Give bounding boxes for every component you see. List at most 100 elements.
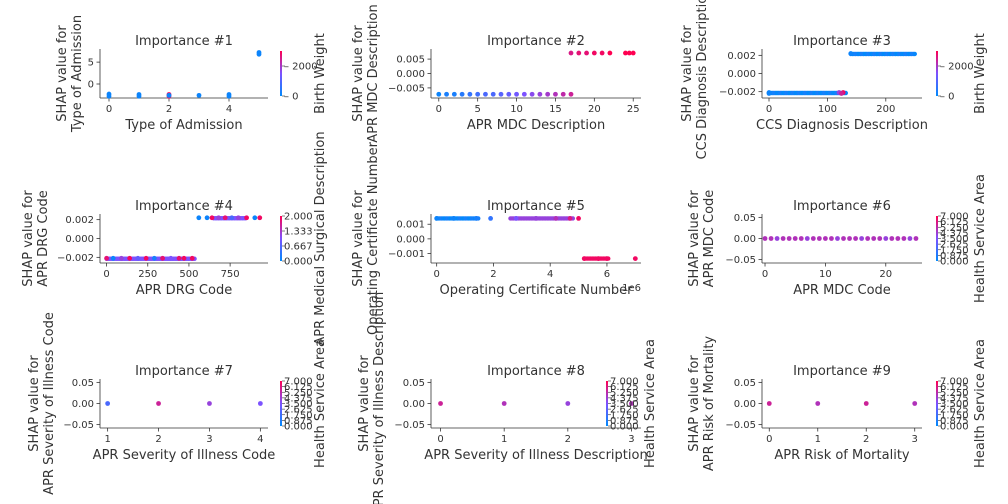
chart-title: Importance #1 [135,34,233,49]
data-point [529,91,535,97]
data-point [816,236,822,241]
colorbar-tick-label: 2.625 [610,405,639,416]
data-point [913,236,919,241]
y-tick-label: −0.05 [394,420,425,431]
x-axis-label: CCS Diagnosis Description [756,118,928,133]
data-point [576,50,582,56]
y-axis-label: SHAP value forAPR MDC Description [351,4,381,142]
colorbar-tick-label: – 0 [940,92,955,103]
data-point [451,91,457,97]
x-tick-label: 750 [221,269,240,280]
x-tick-label: 0 [437,434,443,445]
colorbar-tick-label: 4.375 [284,393,313,404]
y-axis-label: SHAP value forCCS Diagnosis Description [680,0,710,159]
x-tick-label: 0 [433,269,439,280]
data-point [839,91,844,96]
data-point [565,401,571,406]
colorbar-tick-label: 2.625 [284,405,313,416]
data-point [104,255,109,261]
x-tick-label: 0 [762,269,768,280]
y-tick-label: 0.00 [403,399,425,410]
data-point [768,236,774,241]
y-tick-label: −0.002 [719,87,756,98]
data-point [151,255,157,261]
data-point [912,401,918,406]
x-tick-label: 10 [510,104,523,115]
data-point [506,91,512,97]
x-axis-label: APR MDC Code [793,283,891,298]
data-point [196,215,202,221]
data-point [135,255,141,261]
data-point [766,91,772,96]
colorbar-tick-label: 1.750 [940,410,969,421]
x-axis-label: Type of Admission [124,118,242,133]
colorbar-tick-label: 0.000 [610,422,639,433]
colorbar-tick-label: 1.750 [610,410,639,421]
data-point [871,236,877,241]
colorbar-label: Health Service Area [643,339,658,468]
colorbar-tick-label: 7.000 [940,212,969,223]
data-point [774,236,780,241]
data-point [810,236,816,241]
data-point [501,401,507,406]
data-point [841,236,846,241]
chart-title: Importance #3 [793,34,891,49]
colorbar-label: Health Service Area [973,339,988,468]
colorbar [280,216,282,261]
data-point [222,215,228,221]
data-point [786,236,792,241]
data-point [568,50,574,56]
chart-title: Importance #6 [793,199,891,214]
y-tick-label: 0.000 [65,234,94,245]
data-point [176,255,182,261]
x-tick-label: 15 [549,104,562,115]
chart-panel-8: Importance #8 0 1 2 3 −0.05 0.00 0.05 APR Severi… [357,292,658,504]
y-axis-label: SHAP value forAPR Severity of Illness Co… [27,312,57,495]
data-point [244,215,249,221]
y-axis-label: SHAP value forOperating Certificate Numb… [351,141,381,335]
data-point [257,215,263,221]
colorbar-label: Birth Weight [313,33,328,114]
data-point [560,91,566,97]
chart-panel-5: Importance #5 0 2 4 6 −0.001 0.000 0.001 1e6Oper… [351,141,641,335]
colorbar-tick-label: 5.250 [940,388,969,399]
x-tick-label: 2 [166,104,172,115]
y-tick-label: 0.00 [734,234,756,245]
x-tick-label: 4 [257,434,263,445]
data-point [521,91,527,97]
data-point [436,91,442,97]
data-point [156,401,161,406]
data-point [119,255,124,261]
y-axis-label: SHAP value forAPR Risk of Mortality [687,336,717,472]
x-tick-label: 2 [155,434,161,445]
data-point [766,401,772,406]
data-point [581,256,587,262]
data-point [576,215,581,221]
data-point [136,93,142,99]
data-point [607,50,613,56]
x-tick-label: 100 [818,104,837,115]
x-offset-label: 1e6 [622,283,641,294]
x-axis-label: APR DRG Code [136,283,232,298]
data-point [513,215,519,221]
colorbar-tick-label: 2.625 [940,240,969,251]
data-point [822,236,828,241]
x-tick-label: 25 [627,104,640,115]
colorbar-tick-label: 2.625 [940,405,969,416]
x-tick-label: 2 [863,434,869,445]
y-axis-label: SHAP value forAPR MDC Code [687,190,717,288]
data-point [877,236,883,241]
colorbar-tick-label: – 2000 [940,62,974,73]
x-axis-label: Operating Certificate Number [439,283,633,298]
x-axis-label: APR Severity of Illness Code [93,448,276,463]
data-point [632,256,638,262]
data-point [553,91,558,97]
x-tick-label: 1 [815,434,821,445]
data-point [848,51,854,56]
data-point [835,236,840,241]
y-tick-label: 0.05 [403,378,425,389]
x-tick-label: 3 [206,434,212,445]
x-tick-label: 0 [766,434,772,445]
data-point [847,236,852,241]
data-point [168,255,174,261]
